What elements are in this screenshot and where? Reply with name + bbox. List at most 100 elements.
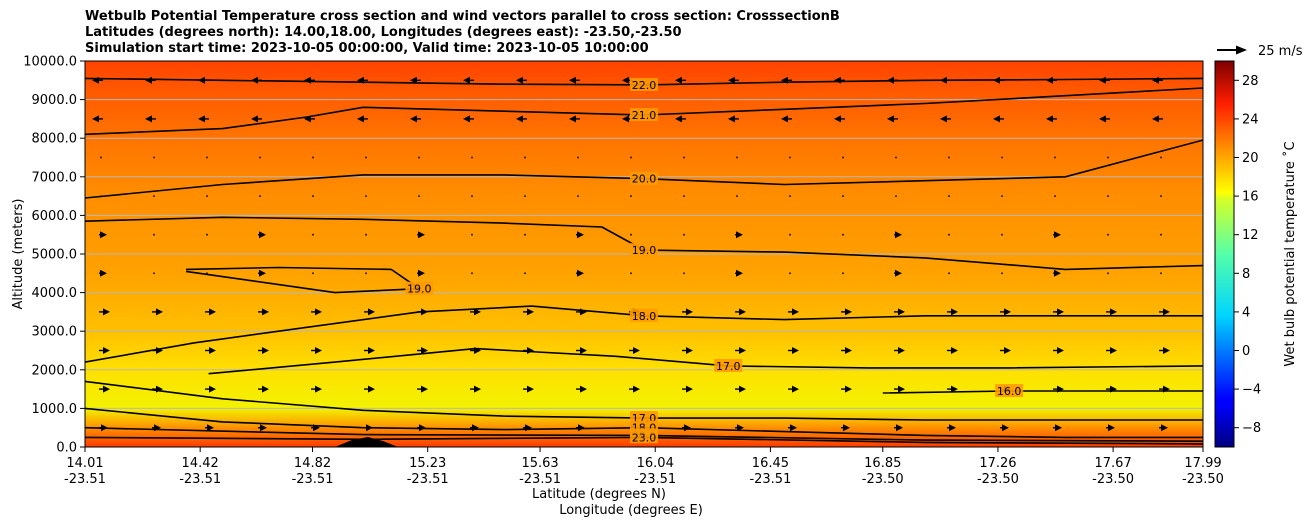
wind-vector	[948, 195, 950, 198]
wind-vector	[315, 308, 322, 316]
wind-vector	[948, 272, 950, 275]
wind-vector	[1046, 115, 1053, 123]
wind-vector	[262, 308, 269, 316]
wind-vector	[1054, 269, 1061, 277]
wind-vector	[895, 269, 902, 277]
wind-vector	[474, 308, 481, 316]
contour-label: 20.0	[632, 173, 657, 186]
wind-vector	[898, 347, 905, 354]
contour-label: 21.0	[632, 109, 657, 122]
x-tick-label-lat: 14.01	[66, 456, 103, 471]
wind-vector	[259, 195, 261, 198]
wind-vector	[675, 76, 682, 84]
y-tick-label: 2000.0	[32, 363, 78, 378]
wind-vector	[739, 308, 746, 316]
wind-vector	[630, 465, 632, 467]
x-axis-label-lon: Longitude (degrees E)	[559, 503, 703, 518]
contour-label: 17.0	[716, 360, 741, 373]
chart-subtitle-time: Simulation start time: 2023-10-05 00:00:…	[85, 41, 649, 56]
wind-vector	[1160, 195, 1162, 198]
wind-vector	[259, 156, 261, 159]
wind-vector	[736, 231, 743, 239]
contour-label: 19.0	[632, 244, 657, 257]
wind-vector	[153, 195, 155, 198]
x-tick-label-lat: 17.26	[979, 456, 1016, 471]
wind-vector	[1054, 195, 1056, 198]
x-axis-label-lat: Latitude (degrees N)	[532, 487, 666, 502]
wind-vector	[103, 308, 110, 316]
wind-vector	[206, 233, 208, 236]
wind-vector	[683, 195, 685, 198]
wind-vector	[1057, 308, 1064, 316]
wind-vector	[365, 195, 367, 198]
wind-vector	[100, 269, 107, 277]
wind-vector	[845, 308, 852, 316]
contour-label: 18.0	[632, 310, 657, 323]
wind-vector	[1054, 156, 1056, 159]
y-tick-label: 8000.0	[32, 132, 78, 147]
wind-vector	[1160, 272, 1162, 275]
x-tick-label-lon: -23.50	[1182, 472, 1224, 487]
wind-vector	[686, 347, 693, 354]
wind-vector	[100, 156, 102, 159]
quiver-key: 25 m/s	[1217, 44, 1303, 59]
wind-vector	[792, 308, 799, 316]
wind-vector	[418, 269, 425, 277]
wind-vector	[471, 156, 473, 159]
wind-vector	[1161, 424, 1168, 432]
contour-lines: 22.021.020.019.019.018.017.017.016.018.0…	[85, 77, 1203, 445]
y-axis-label: Altitude (meters)	[11, 199, 26, 310]
wind-vector	[1107, 156, 1109, 159]
x-tick-label-lon: -23.51	[634, 472, 676, 487]
wind-vector	[463, 76, 470, 84]
x-tick-label-lon: -23.51	[749, 472, 791, 487]
wind-vector	[471, 465, 473, 467]
wind-vector	[418, 195, 420, 198]
contour-label-bg	[630, 308, 658, 322]
wind-vector	[524, 272, 526, 275]
wind-vector	[686, 308, 693, 316]
x-tick-label-lat: 17.99	[1184, 456, 1221, 471]
x-tick-label-lon: -23.50	[977, 472, 1019, 487]
wind-vector	[1099, 115, 1106, 123]
colorbar-tick-label: 16	[1242, 190, 1259, 205]
x-tick-label-lat: 16.85	[864, 456, 901, 471]
wind-vector	[578, 424, 585, 432]
wind-vector	[580, 385, 587, 393]
wind-vector	[1160, 156, 1162, 159]
contour-label: 19.0	[407, 283, 432, 296]
wind-vector	[365, 272, 367, 275]
wind-vector	[949, 424, 956, 432]
colorbar-label: Wet bulb potential temperature ˚C	[1282, 141, 1298, 366]
colorbar-tick-label: 4	[1242, 305, 1250, 320]
y-axis: 0.0 1000.0 2000.0 3000.0 4000.0 5000.0 6000.0 7…	[23, 55, 85, 456]
wind-vector	[577, 465, 579, 467]
wind-vector	[736, 156, 738, 159]
wind-vector	[209, 308, 216, 316]
wind-vector	[842, 195, 844, 198]
wind-vector	[948, 156, 950, 159]
wind-vector	[622, 115, 629, 123]
wind-vector	[842, 465, 844, 467]
wind-vector	[251, 115, 258, 123]
wind-vector	[1152, 115, 1159, 123]
colorbar-tick-label: 0	[1242, 344, 1250, 359]
wind-vector	[153, 272, 155, 275]
wind-vector	[1107, 233, 1109, 236]
wind-vector	[789, 156, 791, 159]
y-tick-label: 7000.0	[32, 170, 78, 185]
wind-vector	[951, 308, 958, 316]
wind-vector	[993, 115, 1000, 123]
colorbar-tick-label: 28	[1242, 74, 1259, 89]
wind-vector	[728, 76, 735, 84]
y-tick-label: 1000.0	[32, 402, 78, 417]
x-tick-label-lon: -23.51	[519, 472, 561, 487]
wind-vector	[845, 347, 852, 354]
wind-vector	[463, 115, 470, 123]
wind-vector	[259, 269, 266, 277]
wind-vector	[622, 76, 629, 84]
wind-vector	[686, 385, 693, 393]
wind-vector	[103, 385, 110, 393]
wind-vector	[842, 233, 844, 236]
wind-vector	[736, 465, 738, 467]
